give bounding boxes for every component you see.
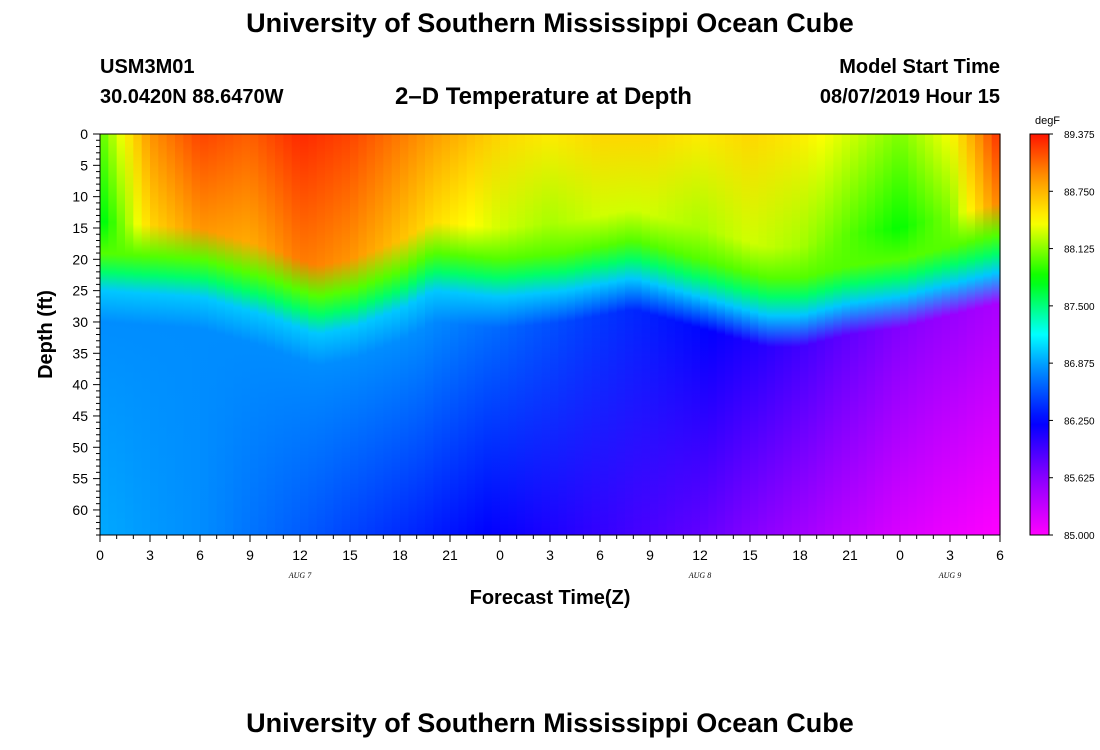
y-tick-label: 55	[72, 471, 88, 487]
main-title: University of Southern Mississippi Ocean…	[246, 8, 854, 38]
x-tick-label: 9	[246, 547, 254, 563]
footer-title: University of Southern Mississippi Ocean…	[246, 708, 854, 738]
model-start-time: 08/07/2019 Hour 15	[819, 86, 1000, 108]
x-tick-label: 3	[146, 547, 154, 563]
y-tick-label: 0	[80, 126, 88, 142]
plot-title: 2–D Temperature at Depth	[395, 83, 692, 110]
x-tick-label: 0	[896, 547, 904, 563]
x-tick-label: 18	[792, 547, 808, 563]
x-tick-label: 0	[96, 547, 104, 563]
y-tick-label: 25	[72, 283, 88, 299]
colorbar-tick-label: 89.375	[1064, 130, 1095, 141]
x-tick-label: 9	[646, 547, 654, 563]
x-axis: 0 3 6 9 12 15 18 21 0 3 6 9 12 15 18 21 0 3 6 AUG 7 AUG 8 AUG…	[96, 535, 1004, 580]
colorbar-tick-label: 86.875	[1064, 359, 1095, 370]
x-tick-label: 21	[842, 547, 858, 563]
y-tick-label: 20	[72, 251, 88, 267]
y-tick-label: 35	[72, 345, 88, 361]
colorbar-tick-label: 88.750	[1064, 187, 1095, 198]
colorbar-tick-label: 85.000	[1064, 531, 1095, 542]
x-tick-label: 3	[946, 547, 954, 563]
x-tick-label: 21	[442, 547, 458, 563]
colorbar-scale	[1029, 133, 1050, 536]
station-location: 30.0420N 88.6470W	[100, 86, 284, 108]
x-axis-label: Forecast Time(Z)	[470, 587, 631, 609]
y-tick-label: 40	[72, 377, 88, 393]
y-axis-label: Depth (ft)	[35, 290, 57, 379]
colorbar-tick-label: 88.125	[1064, 245, 1095, 256]
x-tick-label: 12	[692, 547, 708, 563]
x-tick-label: 6	[996, 547, 1004, 563]
y-axis: 0 5 10 15 20 25 30 35 40 45 50 55 60	[72, 126, 100, 536]
day-label: AUG 9	[938, 571, 961, 580]
x-tick-label: 18	[392, 547, 408, 563]
colorbar-tick-label: 87.500	[1064, 302, 1095, 313]
x-tick-label: 3	[546, 547, 554, 563]
x-tick-label: 6	[196, 547, 204, 563]
colorbar: 89.375 88.750 88.125 87.500 86.875 86.250 85.6…	[1029, 130, 1095, 542]
y-tick-label: 30	[72, 314, 88, 330]
x-tick-label: 0	[496, 547, 504, 563]
y-tick-label: 60	[72, 502, 88, 518]
x-tick-label: 15	[742, 547, 758, 563]
colorbar-tick-label: 85.625	[1064, 474, 1095, 485]
station-id: USM3M01	[100, 56, 195, 78]
heatmap-field	[100, 134, 1001, 535]
y-tick-label: 50	[72, 439, 88, 455]
x-tick-label: 12	[292, 547, 308, 563]
day-label: AUG 7	[288, 571, 312, 580]
colorbar-units: degF	[1035, 115, 1060, 127]
day-label: AUG 8	[688, 571, 711, 580]
y-tick-label: 5	[80, 157, 88, 173]
y-tick-label: 15	[72, 220, 88, 236]
colorbar-tick-label: 86.250	[1064, 416, 1095, 427]
x-tick-label: 15	[342, 547, 358, 563]
model-start-label: Model Start Time	[839, 56, 1000, 78]
y-tick-label: 45	[72, 408, 88, 424]
x-tick-label: 6	[596, 547, 604, 563]
y-tick-label: 10	[72, 189, 88, 205]
